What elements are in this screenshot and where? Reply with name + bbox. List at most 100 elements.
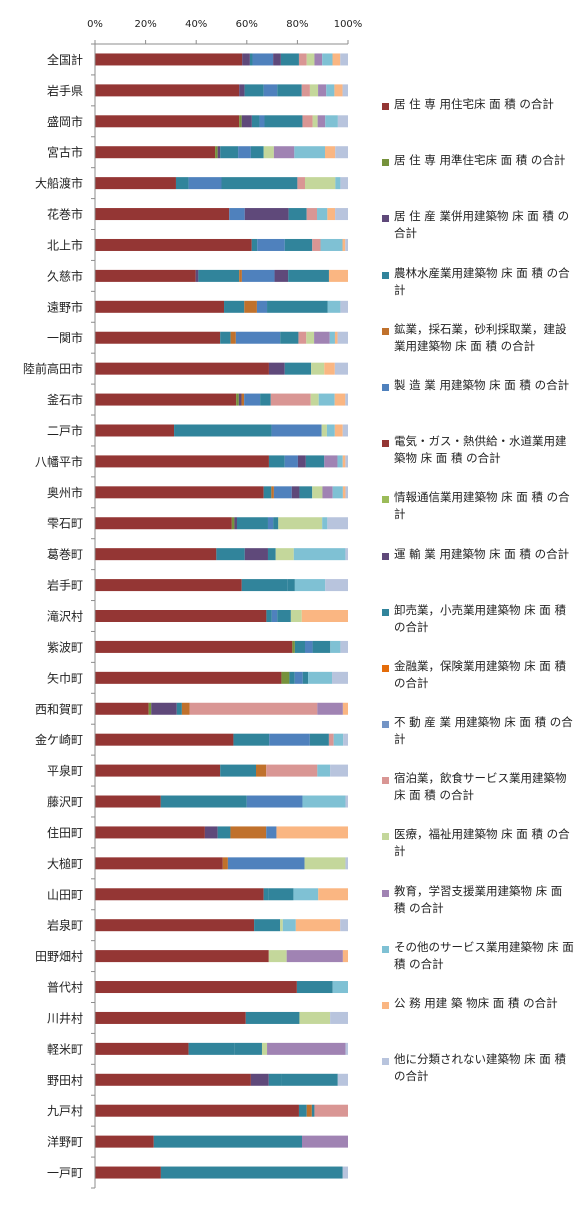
category-label: 二戸市 <box>47 423 83 438</box>
bar-segment-series-12 <box>297 177 305 190</box>
bar-segment-series-0 <box>95 146 216 159</box>
bar-segment-series-0 <box>95 208 230 221</box>
category-label: 北上市 <box>47 237 83 252</box>
bar-segment-series-3 <box>176 702 182 715</box>
bar-segment-series-3 <box>294 640 305 653</box>
bar-segment-series-3 <box>233 733 270 746</box>
bar-segment-series-9 <box>234 1042 262 1055</box>
bar-segment-series-8 <box>274 269 289 282</box>
legend-item: 情報通信業用建築物 床 面 積 の合計 <box>382 489 578 545</box>
legend-swatch <box>382 552 389 560</box>
bar-segment-series-9 <box>250 146 264 159</box>
bar-segment-series-4 <box>222 857 228 870</box>
legend-swatch <box>382 889 389 897</box>
bar-segment-series-5 <box>259 115 265 128</box>
bar-segment-series-8 <box>291 486 300 499</box>
bar-segment-series-14 <box>322 486 333 499</box>
legend-item: 卸売業，小売業用建築物 床 面 積 の合計 <box>382 602 578 658</box>
bar-segment-series-13 <box>263 146 274 159</box>
bar-segment-series-13 <box>312 486 323 499</box>
x-axis: 0% 20% 40% 60% 80% 100% <box>87 19 362 45</box>
category-label: 山田町 <box>47 888 83 902</box>
legend-item: 金融業，保険業用建築物 床 面 積 の合計 <box>382 658 578 714</box>
bar-segment-series-5 <box>229 208 245 221</box>
bar-segment-series-13 <box>299 1011 331 1024</box>
category-label: 大船渡市 <box>35 176 83 191</box>
bar-segment-series-16 <box>301 610 348 622</box>
bar-segment-series-9 <box>277 84 302 97</box>
bar-segment-series-13 <box>261 1042 268 1055</box>
bar-segment-series-9 <box>288 269 329 282</box>
bar-segment-series-17 <box>332 671 348 684</box>
bar-segment-series-17 <box>335 146 348 159</box>
bar-segment-series-15 <box>293 548 346 561</box>
bar-segment-series-8 <box>244 208 289 221</box>
legend-swatch <box>382 833 389 841</box>
bar-segment-series-3 <box>298 1104 307 1117</box>
bar-segment-series-16 <box>318 888 348 901</box>
bar-segment-series-0 <box>95 53 243 66</box>
bar-segment-series-0 <box>95 269 196 282</box>
bar-segment-series-9 <box>279 1135 302 1148</box>
bar-segment-series-13 <box>312 115 318 128</box>
bar-segment-series-0 <box>95 455 269 468</box>
bar-segment-series-9 <box>299 486 313 499</box>
legend-swatch <box>382 777 389 785</box>
category-label: 盛岡市 <box>47 114 83 129</box>
bar-segment-series-5 <box>284 455 298 468</box>
bar-segment-series-2 <box>238 393 242 406</box>
bar-segment-series-0 <box>95 764 221 777</box>
bar-segment-series-3 <box>198 269 240 282</box>
bar-segment-series-15 <box>325 115 338 128</box>
bar-segment-series-17 <box>345 795 348 808</box>
bar-segment-series-9 <box>311 1104 315 1117</box>
category-label: 滝沢村 <box>47 610 83 624</box>
bar-segment-series-14 <box>317 115 326 128</box>
legend-label: その他のサービス業用建築物 床 面 積 の合計 <box>394 939 574 971</box>
bar-segment-series-15 <box>308 671 333 684</box>
bar-segment-series-0 <box>95 1073 251 1086</box>
legend-swatch <box>382 103 389 110</box>
bar-segment-series-15 <box>318 393 335 406</box>
bar-segment-series-3 <box>175 177 189 190</box>
legend-swatch <box>382 440 389 448</box>
bar-segment-series-2 <box>268 362 285 375</box>
bar-segment-series-3 <box>296 981 333 994</box>
bar-segment-series-14 <box>273 146 295 159</box>
legend-item: 居 住 専 用準住宅床 面 積 の合計 <box>382 152 578 208</box>
bar-segment-series-12 <box>328 733 334 746</box>
bar-segment-series-1 <box>236 393 239 406</box>
bar-segment-series-5 <box>304 640 313 653</box>
bar-segment-series-3 <box>160 1166 343 1179</box>
legend-swatch <box>382 159 389 167</box>
category-label: 洋野町 <box>47 1134 83 1149</box>
category-label: 宮古市 <box>47 145 83 160</box>
bar-segment-series-4 <box>244 300 257 313</box>
bar-segment-series-15 <box>293 888 319 901</box>
bar-segment-series-15 <box>322 53 333 66</box>
bar-segment-series-14 <box>324 455 338 468</box>
bar-segment-series-0 <box>95 671 282 684</box>
legend-item: 不 動 産 業 用建築物 床 面 積 の合計 <box>382 714 578 770</box>
bar-segment-series-16 <box>334 331 338 344</box>
bar-segment-series-0 <box>95 795 161 808</box>
bar-segment-series-17 <box>342 84 348 97</box>
bar-segment-series-15 <box>327 300 341 313</box>
legend-label: 農林水産業用建築物 床 面 積 の合計 <box>394 265 570 297</box>
legend-label: 運 輸 業 用建築物 床 面 積 の合計 <box>394 546 570 561</box>
bar-segment-series-14 <box>302 1135 348 1148</box>
category-label: 平泉町 <box>47 764 83 778</box>
bar-segment-series-15 <box>335 177 341 190</box>
bar-segment-series-5 <box>266 826 277 839</box>
bar-segment-series-9 <box>302 671 309 684</box>
bar-segment-series-3 <box>266 610 272 622</box>
bar-segment-series-17 <box>325 579 348 592</box>
bar-segment-series-0 <box>95 888 264 901</box>
legend-item: 農林水産業用建築物 床 面 積 の合計 <box>382 265 578 321</box>
bar-segment-series-4 <box>271 486 274 499</box>
bar-segment-series-0 <box>95 331 221 344</box>
bar-segment-series-17 <box>345 393 348 406</box>
bar-segment-series-12 <box>302 115 313 128</box>
legend-label: 卸売業，小売業用建築物 床 面 積 の合計 <box>394 602 566 634</box>
legend-swatch <box>382 327 389 335</box>
